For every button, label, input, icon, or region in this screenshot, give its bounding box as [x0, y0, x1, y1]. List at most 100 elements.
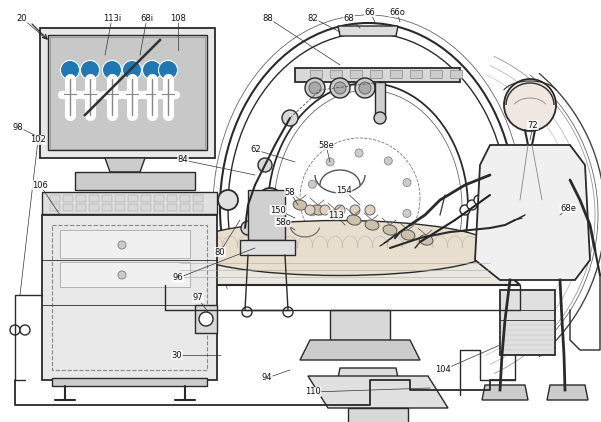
Circle shape [350, 205, 360, 215]
Bar [128, 195, 138, 202]
Circle shape [199, 312, 213, 326]
Circle shape [103, 61, 121, 79]
Text: 58o: 58o [275, 217, 291, 227]
Circle shape [320, 205, 330, 215]
Polygon shape [105, 158, 145, 172]
Text: 113i: 113i [103, 14, 121, 22]
Text: 30: 30 [172, 351, 182, 360]
Polygon shape [248, 190, 285, 240]
Bar [154, 204, 164, 211]
Bar [193, 204, 203, 211]
Circle shape [241, 221, 255, 235]
Bar [63, 195, 73, 202]
Bar [60, 230, 190, 258]
Circle shape [355, 149, 363, 157]
Bar [390, 70, 402, 78]
Text: 68e: 68e [560, 203, 576, 213]
Circle shape [118, 241, 126, 249]
Circle shape [20, 325, 30, 335]
Text: 96: 96 [172, 273, 183, 282]
Bar [60, 262, 190, 287]
Text: 66o: 66o [389, 8, 405, 16]
Text: 106: 106 [32, 181, 48, 189]
Ellipse shape [419, 235, 433, 245]
Bar [102, 195, 112, 202]
Circle shape [330, 78, 350, 98]
Text: 98: 98 [13, 122, 23, 132]
Circle shape [359, 82, 371, 94]
Bar [89, 204, 99, 211]
Bar [52, 225, 207, 370]
Circle shape [81, 61, 99, 79]
Text: 94: 94 [262, 373, 272, 382]
Bar [430, 70, 442, 78]
Polygon shape [330, 310, 390, 340]
Bar [42, 215, 217, 380]
Text: 20: 20 [17, 14, 27, 22]
Text: 110: 110 [305, 387, 321, 397]
Bar [115, 195, 125, 202]
Circle shape [61, 61, 79, 79]
Text: 68: 68 [344, 14, 355, 22]
Bar [167, 204, 177, 211]
Polygon shape [475, 145, 590, 280]
Bar [450, 70, 462, 78]
Circle shape [384, 157, 392, 165]
Bar [50, 195, 60, 202]
Bar [75, 172, 195, 190]
Bar [50, 204, 60, 211]
Circle shape [305, 78, 325, 98]
Polygon shape [547, 385, 588, 400]
Circle shape [242, 307, 252, 317]
Text: 84: 84 [178, 155, 188, 165]
Bar [167, 195, 177, 202]
Text: 58: 58 [285, 187, 295, 197]
Bar [180, 195, 190, 202]
Bar [193, 195, 203, 202]
Circle shape [10, 325, 20, 335]
Bar [40, 28, 215, 158]
Circle shape [258, 158, 272, 172]
Circle shape [504, 79, 556, 131]
Circle shape [159, 61, 177, 79]
Circle shape [143, 61, 161, 79]
Circle shape [103, 61, 121, 79]
Bar [102, 204, 112, 211]
Text: 62: 62 [251, 146, 261, 154]
Bar [195, 305, 217, 333]
Circle shape [218, 190, 238, 210]
Polygon shape [295, 68, 460, 82]
Circle shape [305, 205, 315, 215]
Polygon shape [338, 368, 398, 378]
Circle shape [365, 205, 375, 215]
Circle shape [474, 195, 484, 205]
Circle shape [326, 158, 334, 166]
Text: 66: 66 [365, 8, 376, 16]
Ellipse shape [156, 232, 208, 272]
Polygon shape [500, 290, 555, 355]
Bar [154, 195, 164, 202]
Text: 97: 97 [193, 293, 203, 303]
Circle shape [258, 188, 282, 212]
Text: 72: 72 [528, 121, 538, 130]
Circle shape [283, 307, 293, 317]
Polygon shape [338, 26, 398, 36]
Ellipse shape [185, 221, 495, 276]
Text: 150: 150 [270, 206, 286, 214]
Circle shape [308, 180, 316, 188]
Bar [180, 204, 190, 211]
Circle shape [308, 208, 316, 216]
Circle shape [374, 112, 386, 124]
Text: 102: 102 [30, 135, 46, 144]
Bar [115, 204, 125, 211]
Bar [63, 204, 73, 211]
Bar [50, 37, 205, 149]
Circle shape [326, 230, 334, 238]
Polygon shape [348, 408, 408, 422]
Polygon shape [165, 258, 520, 285]
Circle shape [403, 179, 411, 187]
Circle shape [81, 61, 99, 79]
Ellipse shape [329, 210, 343, 220]
Bar [141, 195, 151, 202]
Circle shape [118, 271, 126, 279]
